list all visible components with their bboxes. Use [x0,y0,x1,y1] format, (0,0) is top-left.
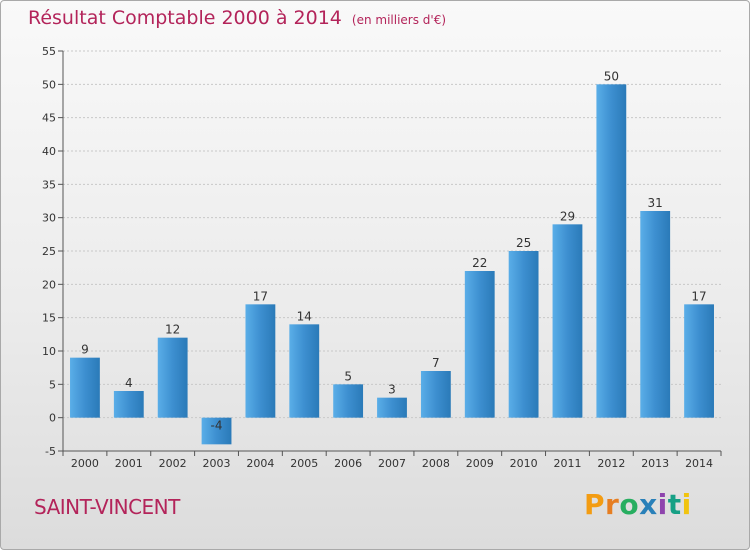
logo-letter: r [605,488,620,521]
data-label: 17 [691,289,706,303]
bar [377,397,407,418]
y-tick-label: 25 [42,245,56,258]
y-tick-label: 15 [42,312,56,325]
bars [70,84,714,445]
x-tick-label: 2014 [685,457,713,470]
x-tick-label: 2000 [71,457,99,470]
y-tick-label: 55 [42,45,56,58]
data-label: 22 [472,256,487,270]
logo-letter: o [619,488,640,521]
bar [640,211,671,418]
y-tick-label: 10 [42,345,56,358]
y-tick-label: 45 [42,112,56,125]
data-label: 3 [388,383,396,397]
x-tick-label: 2003 [203,457,231,470]
logo-letter: i [681,488,692,521]
data-label: 25 [516,236,531,250]
x-tick-label: 2013 [641,457,669,470]
bar [201,417,232,445]
data-label: 9 [81,343,89,357]
x-tick-label: 2001 [115,457,143,470]
proxiti-logo: Proxiti [584,488,692,521]
bar [245,304,276,418]
data-label: 12 [165,323,180,337]
x-tick-label: 2004 [246,457,274,470]
bar [596,84,627,418]
bar [684,304,714,418]
bar [508,251,539,418]
x-tick-label: 2011 [553,457,581,470]
bar [289,324,320,418]
data-label: 31 [648,196,663,210]
y-tick-label: 30 [42,212,56,225]
data-label: 29 [560,209,575,223]
x-tick-label: 2005 [290,457,318,470]
bar [464,271,495,418]
chart-title-unit: (en milliers d'€) [351,13,447,27]
data-label: 14 [297,309,312,323]
x-tick-label: 2009 [466,457,494,470]
bar [157,337,188,418]
data-label: 17 [253,289,268,303]
bar [420,371,451,418]
data-label: 7 [432,356,440,370]
bar [552,224,583,418]
x-tick-label: 2012 [597,457,625,470]
chart-title: Résultat Comptable 2000 à 2014 (en millie… [28,7,446,29]
chart-title-main: Résultat Comptable 2000 à 2014 [28,7,342,29]
data-label: 50 [604,69,619,83]
y-tick-label: 0 [49,412,56,425]
y-tick-label: 35 [42,178,56,191]
x-tick-label: 2007 [378,457,406,470]
logo-letter: x [639,488,658,521]
x-tick-label: 2010 [510,457,538,470]
x-tick-label: 2002 [159,457,187,470]
y-tick-label: 40 [42,145,56,158]
bar [113,391,144,418]
y-tick-label: 5 [49,378,56,391]
data-labels: 9 4 12 -4 17 14 5 3 7 22 25 29 50 31 17 [81,69,707,432]
data-label: -4 [211,419,223,433]
logo-letter: P [584,488,606,521]
y-tick-label: -5 [45,445,56,458]
commune-name: SAINT-VINCENT [34,495,180,519]
logo-letter: t [667,488,682,521]
bar [333,384,364,418]
x-tick-label: 2006 [334,457,362,470]
data-label: 4 [125,376,133,390]
bar [70,357,100,418]
data-label: 5 [344,369,352,383]
logo-letter: i [657,488,668,521]
y-tick-label: 50 [42,78,56,91]
x-tick-label: 2008 [422,457,450,470]
y-tick-label: 20 [42,278,56,291]
